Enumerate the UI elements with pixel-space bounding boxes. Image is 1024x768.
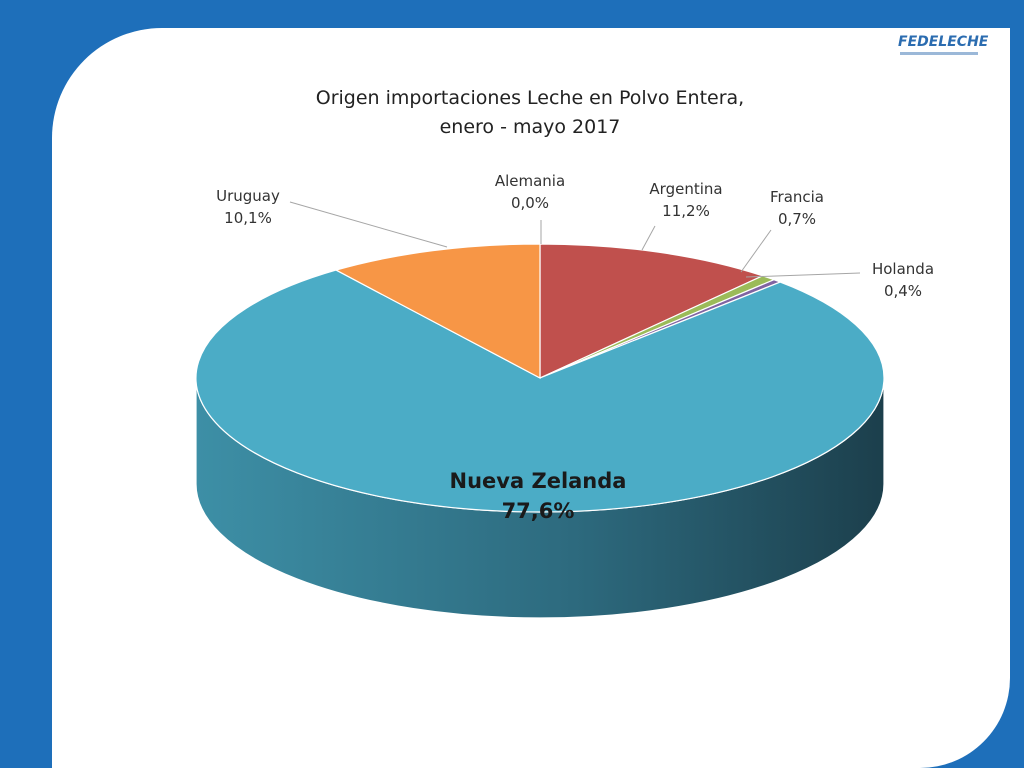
slice-label-alemania: Alemania 0,0% — [470, 170, 590, 214]
chart-title: Origen importaciones Leche en Polvo Ente… — [250, 84, 810, 142]
leader-line-francia — [740, 229, 772, 273]
pie-slice-uruguay — [334, 243, 541, 379]
slice-value-alemania: 0,0% — [510, 194, 550, 212]
slice-label-holanda: Holanda 0,4% — [843, 258, 963, 302]
slice-name-alemania: Alemania — [494, 172, 566, 190]
slice-label-nueva-zelanda: Nueva Zelanda 77,6% — [418, 466, 658, 526]
chart-title-line-1: Origen importaciones Leche en Polvo Ente… — [315, 87, 745, 109]
slice-name-uruguay: Uruguay — [216, 187, 280, 205]
chart-title-line-2: enero - mayo 2017 — [439, 116, 621, 138]
logo-text: FEDELECHE — [898, 34, 989, 50]
pie-slice-argentina — [539, 243, 765, 379]
slice-name-francia: Francia — [769, 188, 824, 206]
fedeleche-logo: FEDELECHE — [898, 32, 1010, 62]
slice-label-uruguay: Uruguay 10,1% — [188, 185, 308, 229]
pie-top — [195, 243, 885, 513]
slice-name-nueva-zelanda: Nueva Zelanda — [449, 469, 627, 493]
leader-line-holanda — [745, 272, 861, 278]
slice-label-francia: Francia 0,7% — [737, 186, 857, 230]
slice-value-uruguay: 10,1% — [224, 209, 272, 227]
slice-value-francia: 0,7% — [777, 210, 817, 228]
slice-name-holanda: Holanda — [871, 260, 935, 278]
leader-line-uruguay — [289, 201, 448, 248]
pie-slice-nueva-zelanda — [195, 269, 885, 513]
slice-value-holanda: 0,4% — [883, 282, 923, 300]
leader-line-argentina — [641, 225, 656, 251]
slice-value-argentina: 11,2% — [662, 202, 710, 220]
slice-value-nueva-zelanda: 77,6% — [501, 499, 575, 523]
leader-lines — [289, 201, 861, 278]
logo-underline — [900, 52, 978, 55]
slice-name-argentina: Argentina — [649, 180, 723, 198]
slice-label-argentina: Argentina 11,2% — [626, 178, 746, 222]
